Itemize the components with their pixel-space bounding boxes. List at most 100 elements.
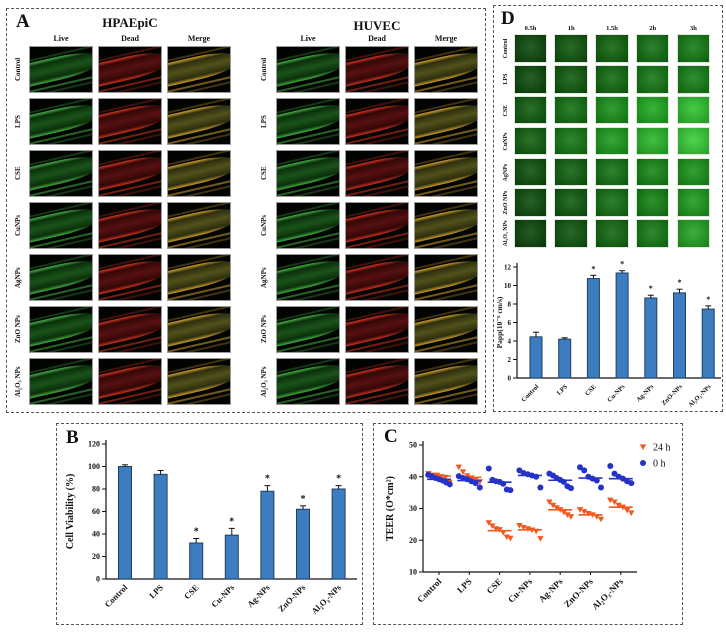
panel-b-viability-chart: 0 20 40 60 80 100 120 Control LPS * CSE * Cu-NPs * Ag-… [65, 440, 357, 616]
point-0h [507, 487, 514, 494]
y-tick-label: 100 [88, 462, 100, 471]
column-header-live: Live [53, 34, 69, 43]
x-label-LPS: LPS [556, 383, 570, 397]
fluorescence-cell [676, 34, 711, 63]
point-0h [560, 478, 567, 485]
time-header-1h: 1h [567, 25, 575, 32]
row-label-lps: LPS [503, 73, 509, 85]
fluorescence-cell [635, 34, 670, 63]
row-label-al₂o₃-nps: Al₂O₃ NPs [14, 366, 22, 397]
micrograph-merge [414, 254, 478, 301]
point-24h [607, 497, 614, 504]
fluorescence-cell [676, 157, 711, 186]
fluorescence-cell [513, 188, 548, 217]
row-label-cse: CSE [503, 104, 509, 116]
fluorescence-cell [676, 95, 711, 125]
significance-star: * [229, 516, 234, 527]
row-label-al₂o₃-nps: Al₂O₃ NPs [503, 220, 509, 247]
fluorescence-cell [554, 157, 588, 186]
micrograph-merge [167, 358, 231, 405]
micrograph-live [29, 202, 93, 249]
point-24h [442, 474, 449, 481]
fluorescence-cell [513, 219, 548, 248]
panel-c-letter: C [384, 426, 398, 447]
point-24h [576, 507, 584, 513]
x-label-ZnO-NPs: ZnO-NPs [660, 383, 684, 407]
row-label-zno-nps: ZnO NPs [503, 190, 509, 215]
x-label-LPS: LPS [147, 582, 165, 600]
row-label-control: Control [14, 57, 22, 82]
fluorescence-cell [513, 65, 548, 94]
fluorescence-cell [595, 126, 629, 156]
x-label-Ag-NPs: Ag-NPs [245, 582, 272, 609]
x-label-Ag-NPs: Ag-NPs [635, 383, 655, 403]
bar-LPS [558, 338, 572, 379]
point-24h [464, 473, 471, 479]
micrograph-merge [414, 202, 478, 249]
point-24h [459, 469, 467, 475]
micrograph-merge [167, 306, 231, 353]
panel-a-letter: A [16, 11, 30, 32]
point-24h [564, 512, 571, 518]
point-24h [533, 528, 540, 535]
y-tick-label: 0 [96, 575, 100, 584]
panel-d-papp-chart: 0 2 4 6 8 10 12 Control LPS * CSE * Cu-NPs * Ag-NPs * Zn… [495, 260, 721, 409]
point-0h [577, 464, 583, 471]
point-0h [593, 477, 600, 484]
point-0h [581, 467, 588, 474]
x-label-Al₂O₃-NPs: Al₂O₃-NPs [309, 582, 343, 616]
micrograph-live [29, 46, 93, 93]
micrograph-merge [414, 98, 478, 145]
micrograph-dead [98, 254, 162, 301]
column-header-merge: Merge [434, 34, 458, 43]
fluorescence-cell [513, 126, 548, 156]
point-0h [537, 484, 544, 491]
fluorescence-cell [595, 95, 629, 125]
point-24h [433, 472, 441, 479]
panel-b: B 0 20 40 60 80 100 120 Control LPS * CSE * Cu-NPs * A… [56, 423, 363, 625]
point-0h [598, 484, 604, 491]
significance-star: * [706, 295, 710, 304]
fluorescence-cell [554, 188, 588, 217]
micrograph-merge [414, 306, 478, 353]
y-axis-label: TEER (O*cm²) [385, 476, 396, 541]
fluorescence-cell [595, 34, 629, 63]
row-label-agnps: AgNPs [14, 267, 22, 288]
y-tick-label: 80 [92, 485, 100, 494]
fluorescence-cell [554, 95, 588, 125]
point-0h [568, 485, 574, 492]
column-header-dead: Dead [368, 34, 386, 43]
point-24h [500, 530, 507, 536]
row-label-cse: CSE [260, 166, 268, 181]
micrograph-merge [167, 202, 231, 249]
bar-CSE [189, 542, 204, 580]
bar-Ag-NPs [644, 297, 658, 379]
significance-star: * [265, 474, 270, 485]
micrograph-merge [167, 150, 231, 197]
fluorescence-cell [513, 34, 548, 63]
legend-0h: 0 h [653, 459, 666, 470]
point-24h [639, 444, 647, 450]
bar-Al₂O₃-NPs [331, 488, 346, 580]
y-tick-label: 8 [508, 301, 512, 309]
panel-a-title-huvec: HUVEC [353, 18, 401, 33]
micrograph-dead [345, 98, 409, 145]
bar-Al₂O₃-NPs [701, 308, 715, 379]
fluorescence-cell [554, 126, 588, 156]
micrograph-live [276, 254, 340, 301]
column-header-merge: Merge [187, 34, 211, 43]
y-tick-label: 30 [409, 504, 417, 513]
x-label-Control: Control [102, 582, 129, 609]
micrograph-dead [98, 202, 162, 249]
x-label-Control: Control [415, 576, 444, 605]
fluorescence-cell [595, 157, 629, 186]
x-label-CSE: CSE [182, 582, 201, 601]
micrograph-live [29, 150, 93, 197]
point-0h [485, 465, 492, 472]
row-label-cunps: CuNPs [260, 215, 268, 237]
significance-star: * [336, 474, 341, 485]
y-tick-label: 50 [409, 441, 417, 450]
fluorescence-cell [595, 65, 629, 94]
bar-LPS [153, 473, 168, 580]
point-24h [546, 499, 553, 506]
